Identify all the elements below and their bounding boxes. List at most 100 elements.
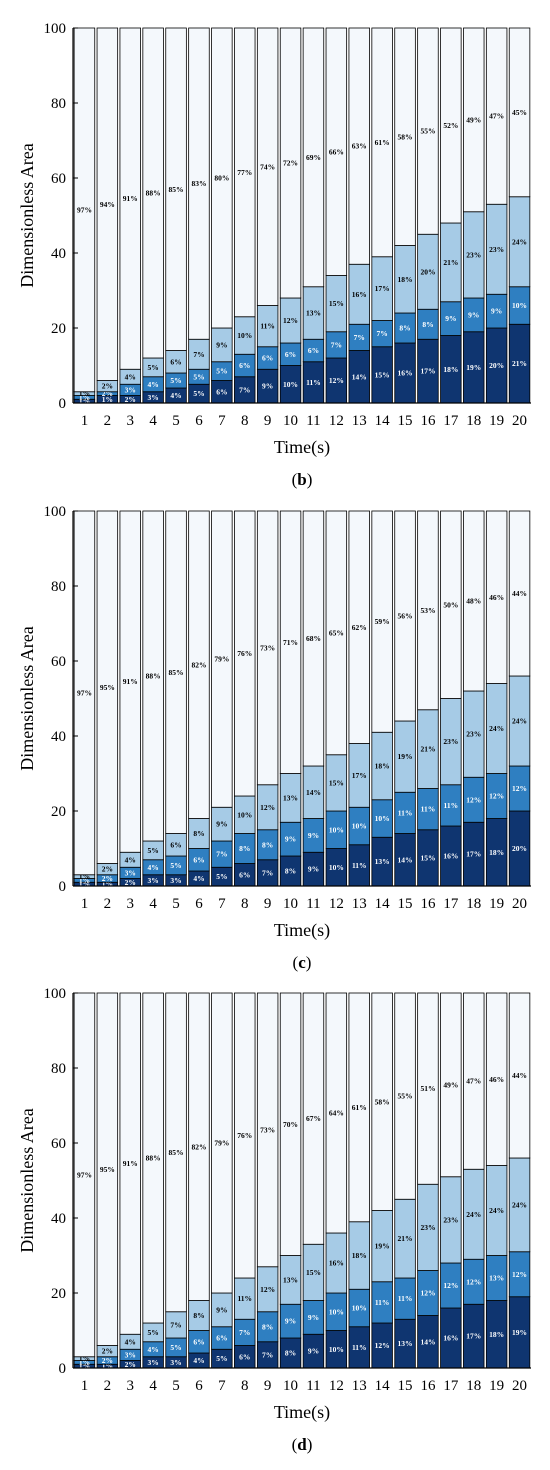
bar-segment-s4-t4 xyxy=(142,510,164,842)
x-tick-label: 1 xyxy=(81,1378,89,1394)
y-axis-title: Dimensionless Area xyxy=(17,1108,37,1252)
data-label-s2-t4: 4% xyxy=(148,863,159,872)
data-label-s3-t14: 17% xyxy=(375,284,390,293)
data-label-s4-t7: 80% xyxy=(214,174,229,183)
data-label-s3-t8: 10% xyxy=(237,331,252,340)
data-label-s2-t3: 3% xyxy=(125,1350,136,1359)
y-tick-label: 40 xyxy=(51,1211,66,1227)
data-label-s3-t11: 13% xyxy=(306,309,321,318)
x-tick-label: 1 xyxy=(81,896,89,912)
data-label-s2-t14: 7% xyxy=(377,329,388,338)
bar-segment-s4-t13 xyxy=(348,510,370,744)
data-label-s3-t3: 4% xyxy=(125,855,136,864)
data-label-s3-t14: 19% xyxy=(375,1242,390,1251)
x-tick-label: 6 xyxy=(195,896,203,912)
data-label-s3-t20: 24% xyxy=(512,1200,527,1209)
data-label-s4-t14: 58% xyxy=(375,1097,390,1106)
data-label-s1-t15: 16% xyxy=(398,369,413,378)
data-label-s1-t2: 1% xyxy=(102,395,113,404)
bar-segment-s4-t2 xyxy=(96,992,119,1346)
data-label-s3-t2: 2% xyxy=(102,865,113,874)
bar-segment-s4-t10 xyxy=(279,510,302,774)
data-label-s1-t2: 1% xyxy=(102,1362,113,1371)
panel-letter: b xyxy=(297,470,306,489)
data-label-s1-t14: 13% xyxy=(375,857,390,866)
x-tick-label: 18 xyxy=(466,413,481,429)
bar-segment-s4-t12 xyxy=(325,992,348,1234)
data-label-s2-t12: 10% xyxy=(329,1307,344,1316)
data-label-s1-t3: 2% xyxy=(125,395,136,404)
x-tick-label: 20 xyxy=(512,896,527,912)
data-label-s1-t15: 13% xyxy=(398,1339,413,1348)
data-label-s1-t18: 19% xyxy=(466,363,481,372)
x-tick-label: 15 xyxy=(398,896,413,912)
bar-segment-s4-t11 xyxy=(302,510,325,767)
data-label-s4-t13: 61% xyxy=(352,1103,367,1112)
stacked-bar-chart-panel-c: 1%1%1%97%1%2%2%95%2%3%4%91%3%4%5%88%3%5%… xyxy=(17,504,531,972)
data-label-s2-t1: 1% xyxy=(79,876,90,885)
data-label-s3-t1: 1% xyxy=(79,389,90,398)
data-label-s2-t2: 2% xyxy=(102,1356,113,1365)
data-label-s3-t12: 16% xyxy=(329,1259,344,1268)
data-label-s4-t3: 91% xyxy=(123,1159,138,1168)
bar-segment-s4-t14 xyxy=(371,27,393,258)
x-tick-label: 5 xyxy=(172,896,180,912)
x-tick-label: 7 xyxy=(218,896,226,912)
data-label-s3-t16: 20% xyxy=(420,267,435,276)
bar-segment-s4-t18 xyxy=(463,510,485,692)
bar-segment-s4-t20 xyxy=(508,992,531,1159)
bar-segment-s4-t11 xyxy=(302,992,325,1245)
y-tick-label: 80 xyxy=(51,96,66,112)
bar-segment-s4-t6 xyxy=(188,510,210,819)
data-label-s4-t7: 79% xyxy=(214,655,229,664)
x-tick-label: 5 xyxy=(172,1378,180,1394)
data-label-s3-t12: 15% xyxy=(329,299,344,308)
data-label-s1-t13: 11% xyxy=(352,1343,367,1352)
data-label-s2-t11: 6% xyxy=(308,346,319,355)
bar-segment-s4-t8 xyxy=(234,992,256,1279)
bar-segment-s4-t1 xyxy=(73,992,96,1358)
bar-segment-s4-t15 xyxy=(394,27,416,246)
data-label-s4-t10: 70% xyxy=(283,1120,298,1129)
data-label-s4-t15: 58% xyxy=(398,132,413,141)
data-label-s4-t14: 59% xyxy=(375,617,390,626)
data-label-s1-t5: 3% xyxy=(170,1358,181,1367)
data-label-s4-t1: 97% xyxy=(77,688,92,697)
data-label-s2-t1: 1% xyxy=(79,393,90,402)
x-axis-title: Time(s) xyxy=(274,1402,330,1423)
data-label-s2-t3: 3% xyxy=(125,868,136,877)
data-label-s3-t8: 10% xyxy=(237,810,252,819)
data-label-s1-t8: 6% xyxy=(239,1352,250,1361)
data-label-s3-t9: 11% xyxy=(260,322,275,331)
data-label-s1-t18: 17% xyxy=(466,850,481,859)
data-label-s3-t4: 5% xyxy=(148,363,159,372)
data-label-s1-t11: 9% xyxy=(308,1347,319,1356)
data-label-s3-t10: 13% xyxy=(283,793,298,802)
x-tick-label: 15 xyxy=(398,413,413,429)
data-label-s1-t14: 15% xyxy=(375,370,390,379)
data-label-s1-t11: 9% xyxy=(308,865,319,874)
data-label-s4-t20: 45% xyxy=(512,108,527,117)
data-label-s4-t19: 47% xyxy=(489,112,504,121)
data-label-s4-t18: 47% xyxy=(466,1077,481,1086)
data-label-s2-t14: 10% xyxy=(375,814,390,823)
data-label-s1-t5: 3% xyxy=(170,876,181,885)
data-label-s3-t19: 24% xyxy=(489,1206,504,1215)
panel-letter: d xyxy=(297,1435,307,1454)
data-label-s2-t8: 6% xyxy=(239,361,250,370)
data-label-s1-t11: 11% xyxy=(306,378,321,387)
data-label-s4-t18: 49% xyxy=(466,115,481,124)
panel-label: (b) xyxy=(292,470,313,489)
x-tick-label: 16 xyxy=(420,1378,436,1394)
y-tick-label: 0 xyxy=(59,879,67,895)
data-label-s3-t13: 16% xyxy=(352,290,367,299)
data-label-s4-t3: 91% xyxy=(123,677,138,686)
bar-segment-s4-t10 xyxy=(279,27,302,299)
data-label-s1-t7: 6% xyxy=(216,387,227,396)
y-tick-label: 80 xyxy=(51,1061,66,1077)
data-label-s4-t16: 55% xyxy=(420,127,435,136)
bar-segment-s4-t9 xyxy=(256,992,279,1268)
bar-segment-s4-t14 xyxy=(371,992,393,1211)
data-label-s1-t4: 3% xyxy=(148,876,159,885)
x-tick-label: 7 xyxy=(218,413,226,429)
